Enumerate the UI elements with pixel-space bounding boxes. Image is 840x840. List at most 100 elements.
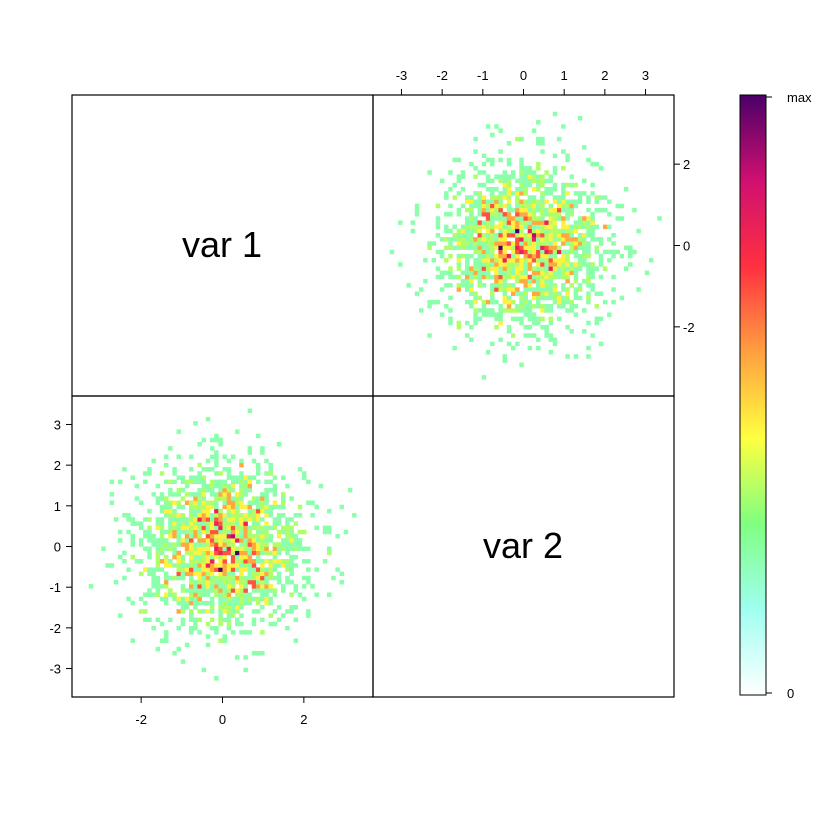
heatmap-cell <box>586 253 591 259</box>
heatmap-cell <box>222 529 227 535</box>
heatmap-cell <box>498 232 503 238</box>
heatmap-cell <box>594 249 600 255</box>
heatmap-cell <box>448 308 453 313</box>
heatmap-cell <box>536 232 541 238</box>
heatmap-cell <box>515 136 520 142</box>
left-axis-tick-label: -3 <box>49 662 61 677</box>
heatmap-cell <box>172 517 177 522</box>
heatmap-cell <box>556 232 562 238</box>
heatmap-cell <box>527 207 533 213</box>
heatmap-cell <box>176 529 181 535</box>
heatmap-cell <box>523 324 528 330</box>
heatmap-cell <box>239 462 244 468</box>
heatmap-cell <box>205 500 211 505</box>
heatmap-cell <box>523 274 528 280</box>
heatmap-cell <box>506 299 512 305</box>
heatmap-cell <box>251 559 257 564</box>
heatmap-cell <box>222 500 227 505</box>
heatmap-cell <box>201 487 207 493</box>
heatmap-cell <box>209 454 215 460</box>
heatmap-cell <box>464 253 470 259</box>
heatmap-cell <box>435 216 441 221</box>
heatmap-cell <box>481 212 487 217</box>
heatmap-cell <box>255 571 261 577</box>
top-axis: -3 -2 -1 0 1 2 3 <box>396 68 649 95</box>
heatmap-cell <box>159 542 165 547</box>
heatmap-cell <box>193 559 198 564</box>
heatmap-cell <box>176 525 181 531</box>
heatmap-cell <box>218 605 223 610</box>
heatmap-cell <box>577 258 583 263</box>
heatmap-cell <box>519 291 524 296</box>
heatmap-cell <box>519 278 524 284</box>
heatmap-cell <box>268 613 273 618</box>
heatmap-cell <box>251 521 257 526</box>
heatmap-cell <box>260 588 265 593</box>
heatmap-cell <box>561 224 566 230</box>
heatmap-cell <box>226 563 232 568</box>
heatmap-cell <box>281 538 286 543</box>
heatmap-cell <box>494 266 499 271</box>
colorbar: max 0 <box>739 90 812 701</box>
heatmap-cell <box>193 500 198 505</box>
heatmap-cell <box>490 299 495 305</box>
heatmap-cell <box>209 529 215 535</box>
heatmap-cell <box>531 312 537 317</box>
heatmap-cell <box>439 249 445 255</box>
heatmap-cell <box>502 308 508 313</box>
heatmap-cell <box>276 579 282 585</box>
heatmap-cell <box>531 295 537 301</box>
heatmap-cell <box>582 253 587 259</box>
heatmap-cell <box>456 245 462 250</box>
heatmap-cell <box>531 195 537 200</box>
heatmap-cell <box>523 178 528 184</box>
heatmap-cell <box>469 216 474 221</box>
heatmap-cell <box>230 538 236 543</box>
heatmap-cell <box>544 329 549 334</box>
heatmap-cell <box>180 596 186 602</box>
heatmap-cell <box>506 140 512 146</box>
heatmap-cell <box>427 299 432 305</box>
heatmap-cell <box>435 220 441 225</box>
heatmap-cell <box>260 550 265 556</box>
heatmap-cell <box>519 203 524 209</box>
heatmap-cell <box>565 324 570 330</box>
heatmap-cell <box>456 320 462 326</box>
heatmap-cell <box>586 216 591 221</box>
heatmap-cell <box>494 224 499 230</box>
heatmap-cell <box>230 542 236 547</box>
heatmap-cell <box>548 333 554 338</box>
heatmap-cell <box>285 525 290 531</box>
heatmap-cell <box>477 274 482 280</box>
heatmap-cell <box>297 592 303 597</box>
heatmap-cell <box>201 567 207 572</box>
heatmap-cell <box>189 517 194 522</box>
heatmap-cell <box>527 266 533 271</box>
heatmap-cell <box>540 174 545 179</box>
heatmap-cell <box>205 467 211 472</box>
heatmap-cell <box>222 546 227 551</box>
heatmap-cell <box>573 203 579 209</box>
colorbar-min-label: 0 <box>787 686 794 701</box>
heatmap-cell <box>222 563 227 568</box>
heatmap-cell <box>611 249 616 255</box>
heatmap-cell <box>540 283 545 288</box>
heatmap-cell <box>268 533 273 539</box>
heatmap-cell <box>209 513 215 518</box>
heatmap-cell <box>577 115 583 121</box>
heatmap-cell <box>147 471 152 476</box>
heatmap-cell <box>498 128 503 133</box>
heatmap-cell <box>485 270 491 276</box>
heatmap-cell <box>155 617 161 623</box>
heatmap-cell <box>197 617 202 623</box>
heatmap-cell <box>201 513 207 518</box>
heatmap-cell <box>540 241 545 246</box>
heatmap-cell <box>531 178 537 184</box>
heatmap-cell <box>498 174 503 179</box>
heatmap-cell <box>527 333 533 338</box>
heatmap-cell <box>297 546 303 551</box>
heatmap-cell <box>464 258 470 263</box>
heatmap-cell <box>515 274 520 280</box>
heatmap-cell <box>552 337 558 342</box>
heatmap-cell <box>235 617 240 623</box>
